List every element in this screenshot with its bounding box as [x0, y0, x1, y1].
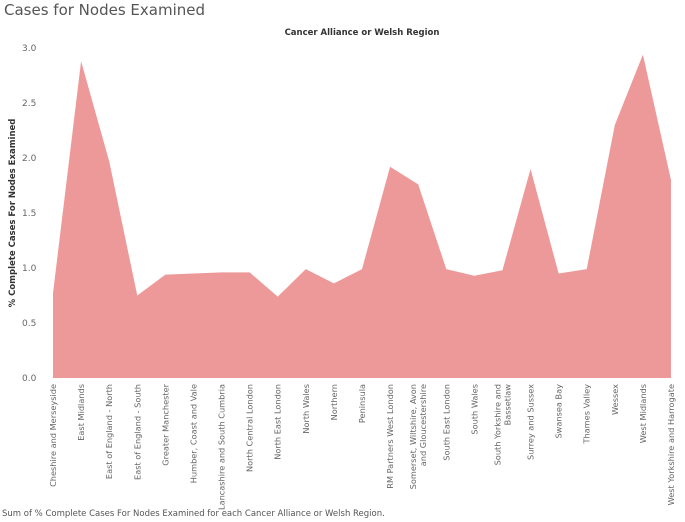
x-tick-label-line: East of England - South: [132, 384, 142, 480]
x-tick-label-line: Northern: [329, 384, 339, 420]
x-tick-label-line: Greater Manchester: [160, 383, 170, 465]
x-tick-label: North Wales: [301, 384, 311, 434]
x-tick-label: West Yorkshire and Harrogate: [666, 384, 676, 505]
x-tick-label-line: RM Partners West London: [385, 384, 395, 489]
y-tick-label: 1.5: [22, 209, 36, 219]
y-tick-label: 2.5: [22, 99, 36, 109]
x-tick-label: Northern: [329, 384, 339, 420]
x-tick-label: North Central London: [245, 384, 255, 472]
x-axis-ticks: Cheshire and Merseyside East Midlands East…: [48, 383, 676, 510]
x-tick-label: Peninsula: [357, 384, 367, 423]
x-tick-label-line: Cheshire and Merseyside: [48, 384, 58, 487]
x-tick-label: RM Partners West London: [385, 384, 395, 489]
x-axis-title: Cancer Alliance or Welsh Region: [285, 28, 440, 38]
x-tick-label-line: West Midlands: [638, 384, 648, 443]
x-tick-label: Humber, Coast and Vale: [188, 384, 198, 483]
x-tick-label-line: Wessex: [610, 384, 620, 415]
y-axis-title: % Complete Cases For Nodes Examined: [8, 119, 18, 308]
x-tick-label-line: Humber, Coast and Vale: [188, 384, 198, 483]
x-tick-label: South Yorkshire and Bassetlaw: [492, 384, 512, 466]
x-tick-label: Surrey and Sussex: [526, 384, 536, 460]
x-tick-label-line: North Wales: [301, 384, 311, 434]
x-tick-label-line: Somerset, Wiltshire, Avon: [408, 384, 418, 489]
x-tick-label-line: North Central London: [245, 384, 255, 472]
x-tick-label: South Wales: [469, 384, 479, 435]
chart-caption: Sum of % Complete Cases For Nodes Examin…: [2, 509, 385, 519]
x-tick-label-line: Swansea Bay: [554, 384, 564, 439]
x-tick-label-line: Lancashire and South Cumbria: [217, 384, 227, 510]
x-tick-label: Lancashire and South Cumbria: [217, 384, 227, 510]
y-tick-label: 2.0: [22, 154, 37, 164]
x-tick-label-line: South Wales: [469, 384, 479, 435]
x-tick-label-line: North East London: [273, 384, 283, 460]
x-tick-label: Wessex: [610, 384, 620, 415]
page-title: Cases for Nodes Examined: [4, 1, 205, 19]
x-tick-label: East Midlands: [76, 384, 86, 441]
x-tick-label: Somerset, Wiltshire, Avon and Gloucesters…: [408, 384, 428, 489]
x-tick-label: Greater Manchester: [160, 383, 170, 465]
x-tick-label-line: Thames Valley: [582, 384, 592, 445]
x-tick-label-line: Surrey and Sussex: [526, 384, 536, 460]
x-tick-label-line: South Yorkshire and: [492, 384, 502, 465]
y-tick-label: 3.0: [22, 44, 37, 54]
x-tick-label: West Midlands: [638, 384, 648, 443]
area-series: [53, 54, 671, 378]
x-tick-label: South East London: [441, 384, 451, 461]
x-tick-label-line: Peninsula: [357, 384, 367, 423]
x-tick-label: Cheshire and Merseyside: [48, 384, 58, 487]
y-tick-label: 0.5: [22, 319, 36, 329]
x-tick-label: Thames Valley: [582, 384, 592, 445]
x-tick-label-line: East Midlands: [76, 384, 86, 441]
x-tick-label: East of England - North: [104, 384, 114, 479]
x-tick-label-line: South East London: [441, 384, 451, 461]
x-tick-label-line: and Gloucestershire: [418, 384, 428, 466]
x-tick-label-line: East of England - North: [104, 384, 114, 479]
x-tick-label: North East London: [273, 384, 283, 460]
x-tick-label: Swansea Bay: [554, 384, 564, 439]
x-tick-label-line: Bassetlaw: [502, 384, 512, 426]
y-tick-label: 0.0: [22, 374, 37, 384]
x-tick-label-line: West Yorkshire and Harrogate: [666, 384, 676, 505]
y-tick-label: 1.0: [22, 264, 37, 274]
x-tick-label: East of England - South: [132, 384, 142, 480]
y-axis-ticks: 0.0 0.5 1.0 1.5 2.0 2.5 3.0: [22, 44, 37, 384]
